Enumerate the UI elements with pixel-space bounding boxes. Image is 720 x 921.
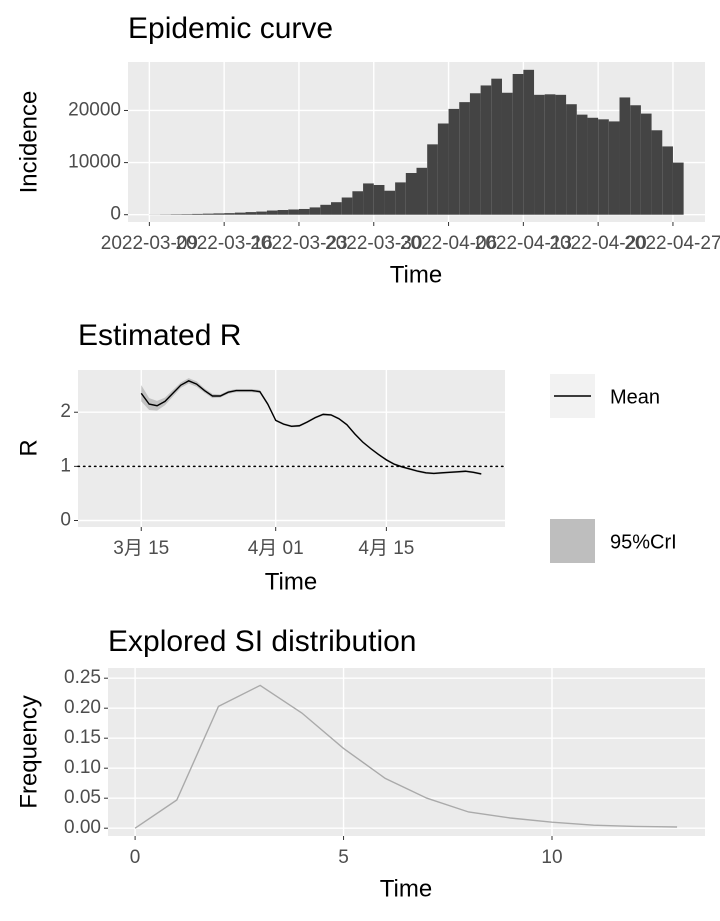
bar [288,209,299,215]
bar [437,123,449,215]
bar [566,104,577,215]
bar [363,183,374,215]
x-tick-label: 2022-03-09 [101,233,198,254]
bar [544,94,556,215]
bar [256,211,267,215]
x-tick-label: 4月 01 [248,538,304,559]
bar [213,213,225,215]
x-tick-label: 2022-04-06 [400,233,497,254]
x-tick-label: 5 [338,847,349,868]
y-tick-label: 0 [60,510,71,531]
bar [523,69,535,215]
bar [245,212,257,215]
bar [331,202,342,215]
bar [181,214,193,215]
bar [448,108,460,215]
bar [266,210,278,215]
bar [501,92,513,215]
plot-background [78,370,505,527]
y-tick-label: 10000 [68,152,121,173]
y-axis-title: R [15,439,42,456]
legend-label: Mean [610,386,660,408]
x-tick-label: 10 [541,847,562,868]
bar [469,93,481,215]
x-tick-label: 4月 15 [358,538,414,559]
x-tick-label: 2022-03-30 [325,233,422,254]
y-tick-label: 1 [60,455,71,476]
bar [320,204,332,215]
line [134,684,678,829]
bar [459,102,470,215]
bar [555,94,567,215]
y-tick-label: 0.25 [64,667,101,688]
bar [598,119,609,215]
x-axis-title: Time [390,261,442,288]
bar [416,167,428,215]
bar [480,85,492,215]
bar [405,173,417,215]
chart-title: Epidemic curve [128,12,333,45]
y-tick-label: 0.15 [64,727,101,748]
x-tick-label: 0 [130,847,141,868]
legend-label: 95%CrI [610,531,677,553]
bar [662,146,673,215]
x-tick-label: 2022-04-27 [624,233,720,254]
bar [608,121,620,215]
bar [672,162,684,215]
bar [395,182,406,215]
bar [234,212,246,215]
bar [298,208,310,215]
plot-background [108,668,705,836]
bar [640,113,652,215]
y-axis-title: Incidence [15,91,42,194]
bar [384,190,396,215]
x-tick-label: 2022-03-16 [176,233,273,254]
bar [309,207,321,215]
bar [534,94,545,215]
y-axis-title: Frequency [15,695,42,808]
chart-title: Estimated R [78,319,241,352]
y-tick-label: 0 [110,204,121,225]
bar [192,213,203,215]
line [140,380,482,475]
bar [587,117,599,215]
bar [224,213,235,215]
bar [341,197,353,215]
y-tick-label: 0.20 [64,697,101,718]
y-tick-label: 20000 [68,99,121,120]
x-tick-label: 2022-04-13 [475,233,572,254]
x-axis-title: Time [380,875,432,902]
bar [352,191,364,215]
y-tick-label: 0.05 [64,787,101,808]
x-axis-title: Time [265,568,317,595]
bar [651,130,663,215]
x-tick-label: 2022-04-20 [550,233,647,254]
bar [427,144,438,215]
bar [619,97,631,215]
x-tick-label: 2022-03-23 [250,233,347,254]
credible-band [141,378,482,476]
legend-key [550,519,595,563]
y-tick-label: 2 [60,401,71,422]
bar [202,213,214,215]
bar [373,184,385,215]
bar [576,114,588,215]
bar [512,73,524,215]
bar [630,105,641,215]
chart-title: Explored SI distribution [108,625,417,658]
bar [491,78,502,215]
bar [277,210,289,215]
y-tick-label: 0.10 [64,757,101,778]
y-tick-label: 0.00 [64,817,101,838]
x-tick-label: 3月 15 [113,538,169,559]
